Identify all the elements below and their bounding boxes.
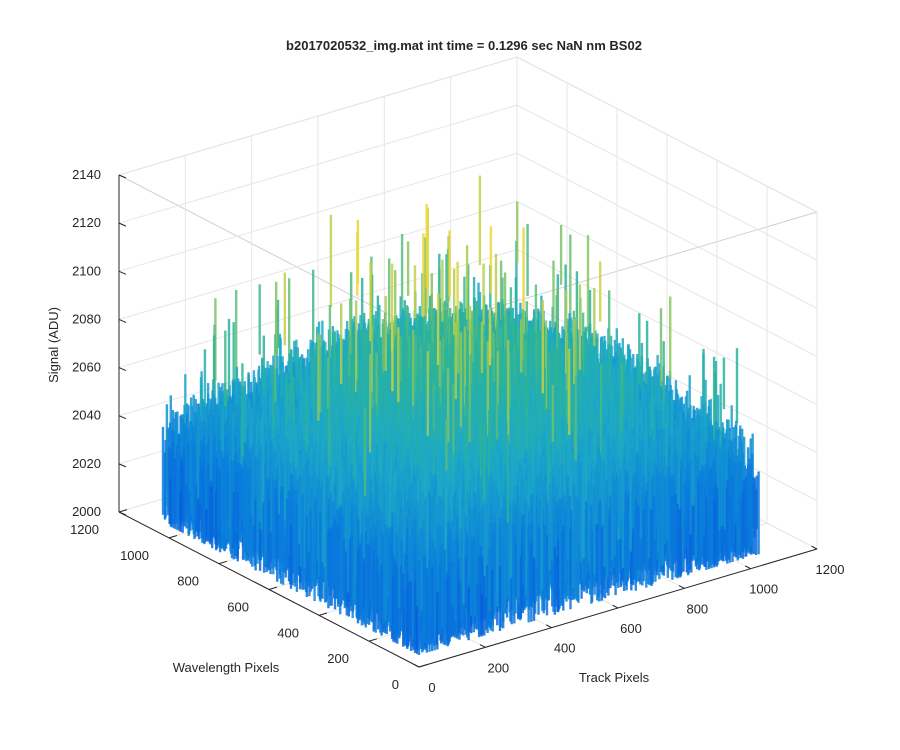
wall-grid-line <box>516 152 818 309</box>
wall-grid-line <box>516 249 818 406</box>
wall-grid-line <box>118 56 518 176</box>
back-edge <box>118 174 420 331</box>
wall-grid-line <box>516 200 818 357</box>
surface-layer <box>161 175 760 655</box>
wall-grid-line <box>118 152 518 272</box>
wall-grid-line <box>118 104 518 224</box>
wall-grid-line <box>516 56 818 213</box>
wall-grid-line <box>118 200 518 320</box>
wall-grid-line <box>516 104 818 261</box>
